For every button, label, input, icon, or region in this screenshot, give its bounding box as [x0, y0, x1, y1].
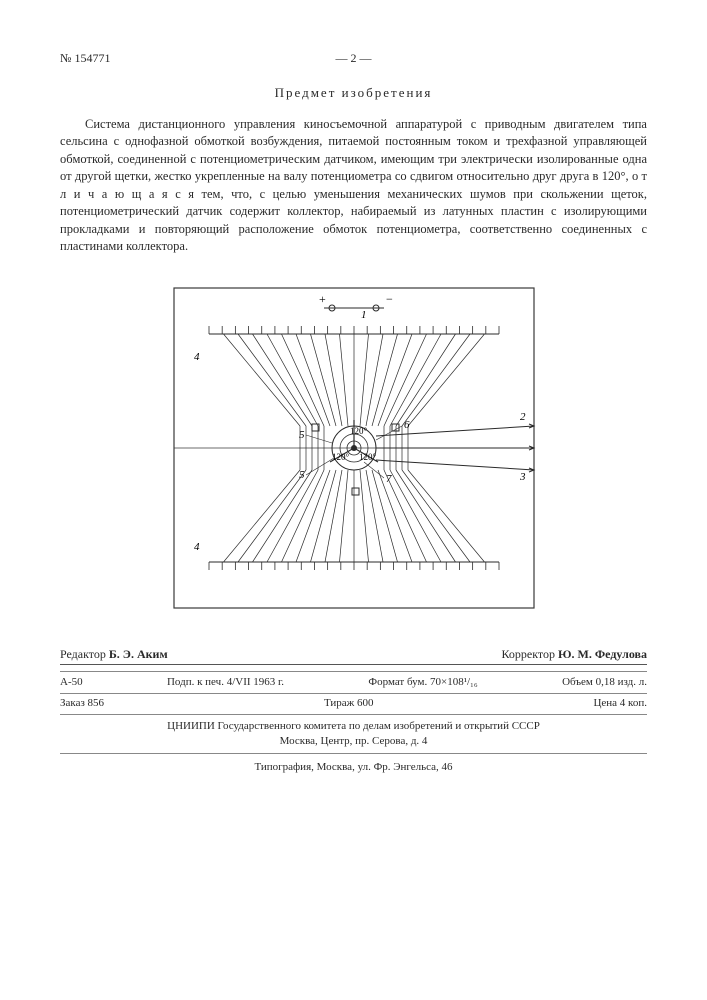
imprint-volume: Объем 0,18 изд. л.: [562, 675, 647, 690]
imprint-price: Цена 4 коп.: [593, 696, 647, 711]
patent-figure: + − 1 120° 120° 120° 2 3 4 4 5 5 6 7: [60, 278, 647, 623]
label-4a: 4: [194, 351, 200, 363]
imprint-block: А-50 Подп. к печ. 4/VII 1963 г. Формат б…: [60, 671, 647, 715]
credits-row: Редактор Б. Э. Аким Корректор Ю. М. Феду…: [60, 646, 647, 665]
label-4b: 4: [194, 541, 200, 553]
publisher-line2: Москва, Центр, пр. Серова, д. 4: [60, 734, 647, 749]
angle-1: 120°: [350, 426, 368, 436]
page-header: № 154771 — 2 — № 154771: [60, 50, 647, 66]
label-3: 3: [519, 471, 526, 483]
publisher: ЦНИИПИ Государственного комитета по дела…: [60, 719, 647, 754]
page-number: — 2 —: [336, 50, 372, 66]
label-1: 1: [361, 309, 367, 321]
label-6: 6: [404, 419, 410, 431]
imprint-format: Формат бум. 70×108¹/₁₆: [368, 675, 477, 690]
section-title: Предмет изобретения: [60, 84, 647, 102]
typography-line: Типография, Москва, ул. Фр. Энгельса, 46: [60, 760, 647, 775]
publisher-line1: ЦНИИПИ Государственного комитета по дела…: [60, 719, 647, 734]
label-plus: +: [319, 292, 326, 306]
imprint-tirazh: Тираж 600: [324, 696, 374, 711]
imprint-code: А-50: [60, 675, 83, 690]
label-5b: 5: [299, 469, 305, 481]
label-5a: 5: [299, 429, 305, 441]
angle-3: 120°: [332, 452, 350, 462]
angle-2: 120°: [359, 452, 377, 462]
label-minus: −: [386, 292, 393, 306]
imprint-order: Заказ 856: [60, 696, 104, 711]
label-7: 7: [386, 473, 392, 485]
corrector: Корректор Ю. М. Федулова: [502, 646, 648, 662]
editor: Редактор Б. Э. Аким: [60, 646, 168, 662]
label-2: 2: [520, 411, 526, 423]
patent-number: № 154771: [60, 50, 110, 66]
imprint-signed: Подп. к печ. 4/VII 1963 г.: [167, 675, 284, 690]
claim-text: Система дистанционного управления киносъ…: [60, 116, 647, 256]
